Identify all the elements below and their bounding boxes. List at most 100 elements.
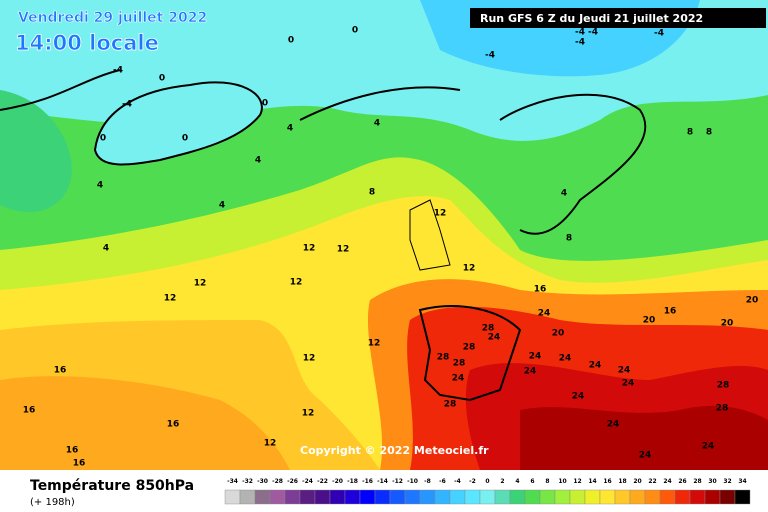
greenland-coast — [93, 81, 263, 166]
contour-label: 12 — [302, 409, 315, 419]
copyright: Copyright © 2022 Meteociel.fr — [300, 444, 489, 457]
extreme-core — [520, 405, 768, 470]
contour-label: 8 — [687, 128, 693, 138]
scale-tick-label: 12 — [573, 478, 581, 485]
run-info: Run GFS 6 Z du Jeudi 21 juillet 2022 — [480, 12, 703, 25]
contour-label: 20 — [643, 316, 656, 326]
contour-label: 8 — [566, 234, 572, 244]
contour-label: 24 — [452, 374, 465, 384]
iberia-coast — [418, 305, 522, 402]
contour-label: 0 — [182, 134, 188, 144]
scale-swatch — [419, 489, 436, 505]
scale-swatch — [314, 489, 331, 505]
contour-label: 0 — [262, 99, 268, 109]
contour-label: 8 — [369, 188, 375, 198]
scale-swatch — [434, 489, 451, 505]
scale-swatch — [269, 489, 286, 505]
contour-label: 0 — [159, 74, 165, 84]
contour-label: 16 — [73, 459, 86, 469]
scale-tick-label: -4 — [454, 478, 461, 485]
contour-label: 28 — [453, 359, 466, 369]
scale-tick-label: 28 — [693, 478, 701, 485]
contour-label: 28 — [717, 381, 730, 391]
forecast-date: Vendredi 29 juillet 2022 — [18, 10, 207, 26]
scale-tick-label: 26 — [678, 478, 686, 485]
scale-tick-label: -32 — [242, 478, 253, 485]
contour-label: 12 — [164, 294, 177, 304]
contour-label: 12 — [337, 245, 350, 255]
contour-label: 24 — [639, 451, 652, 461]
scale-swatch — [584, 489, 601, 505]
scale-swatch — [524, 489, 541, 505]
contour-label: 12 — [434, 209, 447, 219]
contour-label: 24 — [622, 379, 635, 389]
contour-label: -4 — [122, 100, 132, 110]
arctic-coast — [0, 69, 461, 121]
contour-label: 4 — [374, 119, 380, 129]
scale-swatch — [404, 489, 421, 505]
contour-label: 12 — [264, 439, 277, 449]
scale-swatch — [689, 489, 706, 505]
britain-coast — [409, 199, 451, 271]
contour-label: 20 — [721, 319, 734, 329]
scale-tick-label: 24 — [663, 478, 671, 485]
contour-label: 16 — [167, 420, 180, 430]
scale-swatch — [359, 489, 376, 505]
contour-label: -4 — [654, 29, 664, 39]
contour-label: 4 — [287, 124, 293, 134]
contour-label: 4 — [561, 189, 567, 199]
contour-label: 0 — [352, 26, 358, 36]
scale-tick-label: -10 — [407, 478, 418, 485]
scale-tick-label: 14 — [588, 478, 596, 485]
scale-swatch — [719, 489, 736, 505]
footer-title: Température 850hPa — [30, 478, 194, 494]
contour-label: 24 — [529, 352, 542, 362]
contour-label: 28 — [463, 343, 476, 353]
scale-swatch — [239, 489, 256, 505]
scale-swatch — [629, 489, 646, 505]
color-scale: -34 -32 -30 -28 -26 -24 -22 -20 -18 -16 -14 -12 -10-… — [224, 478, 751, 505]
scale-tick-label: 32 — [723, 478, 731, 485]
scale-tick-label: 4 — [515, 478, 519, 485]
contour-label: 16 — [23, 406, 36, 416]
scale-swatch — [734, 489, 751, 505]
contour-label: 0 — [288, 36, 294, 46]
scale-tick-label: 30 — [708, 478, 716, 485]
contour-label: 24 — [559, 354, 572, 364]
contour-label: 28 — [716, 404, 729, 414]
scale-swatch — [329, 489, 346, 505]
contour-label: 24 — [488, 333, 501, 343]
contour-label: -4 — [485, 51, 495, 61]
contour-label: 16 — [534, 285, 547, 295]
scale-tick-label: 10 — [558, 478, 566, 485]
forecast-time: 14:00 locale — [15, 31, 159, 55]
contour-label: 8 — [706, 128, 712, 138]
scale-tick-label: 2 — [500, 478, 504, 485]
scale-tick-label: -16 — [362, 478, 373, 485]
hot-area-2 — [0, 376, 290, 470]
contour-label: -4 — [113, 66, 123, 76]
scale-swatch — [704, 489, 721, 505]
contour-label: 12 — [194, 279, 207, 289]
scale-tick-label: 18 — [618, 478, 626, 485]
scale-swatch — [344, 489, 361, 505]
contour-label: 16 — [66, 446, 79, 456]
contour-label: 16 — [54, 366, 67, 376]
scale-swatch — [374, 489, 391, 505]
contour-label: 28 — [444, 400, 457, 410]
scale-tick-label: -18 — [347, 478, 358, 485]
contour-label: 4 — [255, 156, 261, 166]
contour-label: 28 — [437, 353, 450, 363]
scale-tick-label: -24 — [302, 478, 313, 485]
contour-label: 24 — [607, 420, 620, 430]
contour-label: 16 — [664, 307, 677, 317]
scale-swatch — [284, 489, 301, 505]
scale-tick-label: -30 — [257, 478, 268, 485]
contour-label: -4 — [588, 28, 598, 38]
scale-tick-label: 22 — [648, 478, 656, 485]
contour-label: 24 — [524, 367, 537, 377]
scale-swatch — [674, 489, 691, 505]
scale-swatch — [554, 489, 571, 505]
